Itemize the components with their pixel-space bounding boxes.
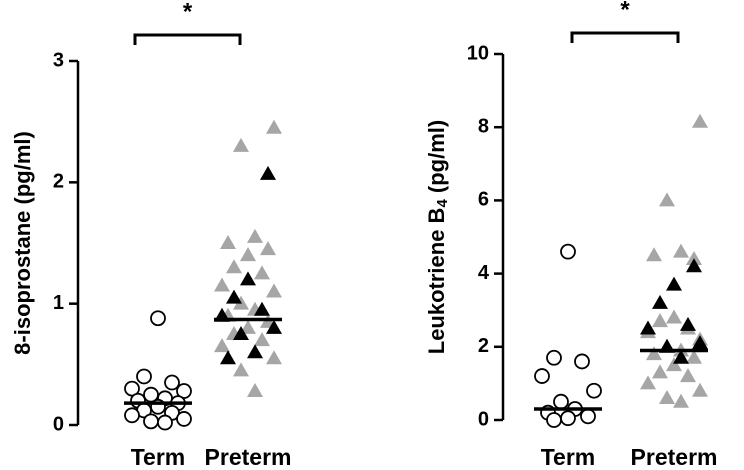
data-point: [673, 349, 689, 364]
x-tick-label: Preterm: [205, 444, 292, 470]
data-point: [124, 407, 140, 424]
data-point: [164, 374, 180, 391]
y-axis-label-part: 4: [434, 199, 451, 208]
data-point: [640, 375, 656, 390]
data-point: [233, 362, 249, 377]
data-point: [220, 235, 236, 249]
y-tick-label: 8: [478, 115, 489, 137]
significance-label: *: [620, 0, 630, 23]
data-point: [260, 241, 276, 256]
data-point: [150, 310, 166, 327]
data-point: [266, 350, 282, 365]
data-point: [686, 250, 702, 265]
data-point: [673, 393, 689, 408]
data-point: [574, 353, 590, 370]
data-point: [240, 319, 256, 334]
y-tick-label: 4: [478, 262, 490, 284]
y-axis-label: 8-isoprostane (pg/ml): [10, 131, 35, 355]
data-point: [673, 243, 689, 258]
data-point: [254, 265, 270, 280]
data-point: [546, 412, 562, 428]
data-point: [176, 411, 192, 427]
data-point: [686, 349, 702, 364]
data-point: [240, 271, 256, 286]
y-tick-label: 3: [53, 49, 64, 71]
data-point: [247, 344, 263, 359]
y-tick-label: 6: [478, 189, 489, 211]
data-point: [226, 289, 242, 304]
data-point: [214, 338, 230, 353]
y-tick-label: 10: [467, 42, 489, 64]
x-tick-label: Preterm: [631, 444, 718, 470]
data-point: [659, 390, 675, 405]
x-tick-label: Term: [541, 444, 596, 470]
data-point: [692, 335, 708, 350]
data-point: [266, 119, 282, 134]
data-point: [233, 137, 249, 152]
y-axis-label: Leukotriene B4 (pg/ml): [424, 120, 451, 354]
data-point: [586, 382, 602, 399]
data-point: [666, 357, 682, 372]
x-tick-label: Term: [131, 444, 186, 470]
data-point: [266, 283, 282, 298]
data-point: [680, 368, 696, 383]
data-point: [220, 350, 236, 365]
data-point: [560, 410, 576, 427]
y-tick-label: 0: [53, 413, 64, 435]
y-tick-label: 0: [478, 408, 489, 430]
data-point: [157, 414, 173, 431]
data-point: [659, 192, 675, 207]
data-point: [553, 393, 569, 410]
data-point: [652, 313, 668, 328]
data-point: [254, 332, 270, 347]
data-point: [260, 165, 276, 180]
data-point: [652, 294, 668, 309]
significance-label: *: [183, 0, 193, 25]
data-point: [247, 383, 263, 398]
data-point: [214, 277, 230, 292]
significance-bracket: [570, 31, 680, 43]
y-tick-label: 2: [53, 171, 64, 193]
data-point: [233, 326, 249, 340]
data-point: [666, 309, 682, 324]
data-point: [143, 413, 159, 430]
data-point: [640, 320, 656, 335]
data-point: [680, 316, 696, 331]
data-point: [546, 349, 562, 366]
data-point: [692, 113, 708, 128]
y-axis-label-part: Leukotriene B: [424, 208, 449, 355]
data-point: [136, 368, 152, 385]
significance-bracket: [133, 33, 242, 45]
data-point: [686, 258, 702, 273]
y-tick-label: 2: [478, 335, 489, 357]
data-point: [646, 346, 662, 361]
y-axis-label-part: (pg/ml): [424, 120, 449, 199]
data-point: [666, 276, 682, 291]
data-point: [646, 247, 662, 262]
data-point: [534, 368, 550, 384]
data-point: [580, 408, 596, 425]
data-point: [226, 259, 242, 274]
data-point: [254, 301, 270, 316]
data-point: [240, 247, 256, 262]
data-point: [266, 319, 282, 334]
data-point: [247, 228, 263, 243]
data-point: [560, 243, 576, 260]
data-point: [692, 382, 708, 397]
y-tick-label: 1: [53, 292, 64, 314]
data-point: [652, 364, 668, 379]
